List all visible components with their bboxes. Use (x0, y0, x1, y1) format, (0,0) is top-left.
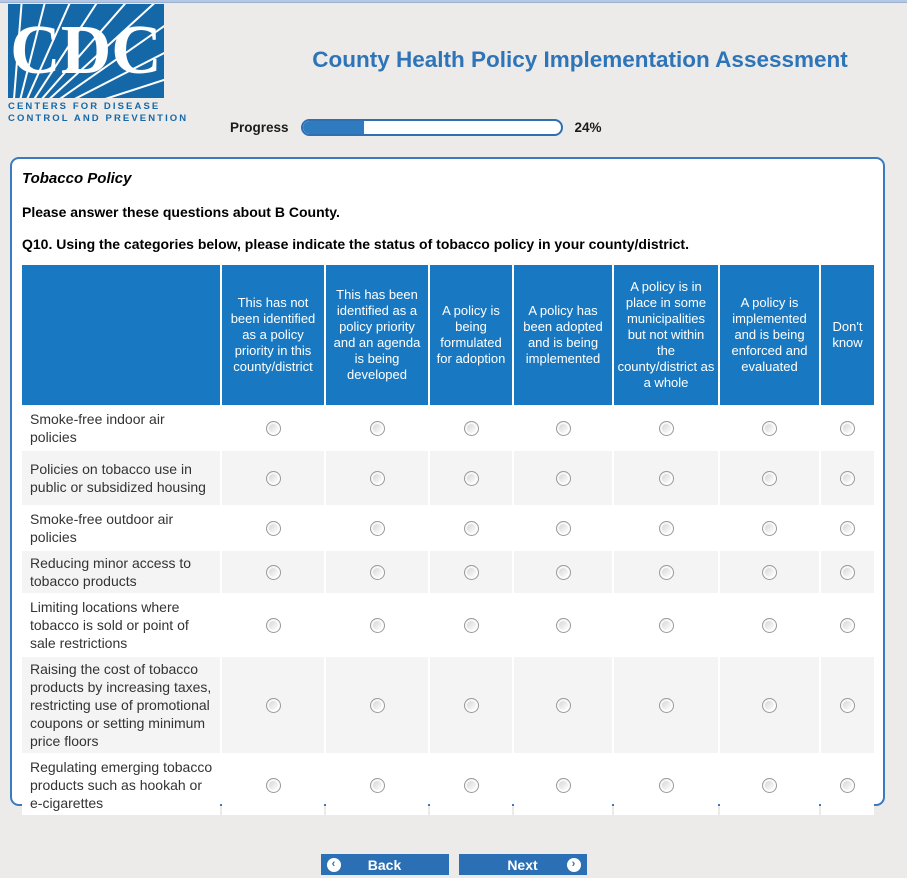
radio-option[interactable] (369, 565, 385, 581)
row-label: Reducing minor access to tobacco product… (22, 551, 220, 593)
radio-option[interactable] (265, 471, 281, 487)
progress-bar (300, 119, 563, 136)
radio-option[interactable] (762, 698, 777, 714)
question-body: Using the categories below, please indic… (52, 236, 689, 252)
page-title: County Health Policy Implementation Asse… (312, 47, 848, 72)
radio-option[interactable] (840, 421, 855, 437)
radio-option[interactable] (265, 698, 281, 714)
instruction-text: Please answer these questions about B Co… (22, 204, 340, 220)
radio-option[interactable] (762, 778, 777, 794)
radio-option[interactable] (658, 778, 674, 794)
radio-option[interactable] (463, 698, 479, 714)
radio-option[interactable] (762, 421, 777, 437)
radio-option[interactable] (369, 618, 385, 634)
radio-option[interactable] (555, 778, 571, 794)
column-header: This has been identified as a policy pri… (326, 265, 428, 405)
table-row: Raising the cost of tobacco products by … (22, 657, 874, 753)
policy-status-matrix: This has not been identified as a policy… (20, 263, 876, 817)
chevron-right-icon: › (566, 857, 581, 872)
radio-option[interactable] (658, 521, 674, 537)
radio-option[interactable] (463, 618, 479, 634)
progress-percent: 24% (574, 120, 602, 135)
row-label: Raising the cost of tobacco products by … (22, 657, 220, 753)
radio-option[interactable] (369, 698, 385, 714)
radio-option[interactable] (463, 421, 479, 437)
radio-option[interactable] (555, 521, 571, 537)
radio-option[interactable] (658, 698, 674, 714)
radio-option[interactable] (369, 521, 385, 537)
row-label: Regulating emerging tobacco products suc… (22, 755, 220, 815)
radio-option[interactable] (840, 471, 855, 487)
table-row: Policies on tobacco use in public or sub… (22, 451, 874, 505)
column-header: A policy is being formulated for adoptio… (430, 265, 512, 405)
chevron-left-icon: ‹ (326, 857, 341, 872)
back-button-label: Back (367, 856, 402, 873)
column-header: Don't know (821, 265, 874, 405)
column-header: A policy is in place in some municipalit… (614, 265, 718, 405)
radio-option[interactable] (762, 565, 777, 581)
progress-fill (302, 121, 365, 134)
logo-line2: CONTROL AND PREVENTION (8, 113, 189, 124)
radio-option[interactable] (463, 521, 479, 537)
matrix-corner-cell (22, 265, 220, 405)
cdc-logo: CDC CENTERS FOR DISEASE CONTROL AND PREV… (8, 4, 189, 125)
table-row: Smoke-free outdoor air policies (22, 507, 874, 549)
radio-option[interactable] (840, 618, 855, 634)
radio-option[interactable] (555, 698, 571, 714)
next-button-label: Next (507, 856, 538, 873)
radio-option[interactable] (369, 421, 385, 437)
back-button[interactable]: ‹ Back (320, 854, 449, 875)
radio-option[interactable] (555, 618, 571, 634)
cdc-logo-icon: CDC (8, 4, 164, 98)
cdc-logo-acronym: CDC (10, 12, 162, 89)
radio-option[interactable] (658, 471, 674, 487)
radio-option[interactable] (840, 698, 855, 714)
radio-option[interactable] (555, 421, 571, 437)
question-text: Q10. Using the categories below, please … (22, 236, 875, 252)
logo-line1: CENTERS FOR DISEASE (8, 101, 161, 112)
question-number: Q10. (22, 236, 53, 252)
radio-option[interactable] (265, 618, 281, 634)
table-row: Smoke-free indoor air policies (22, 407, 874, 449)
matrix-header-row: This has not been identified as a policy… (22, 265, 874, 405)
radio-option[interactable] (840, 778, 855, 794)
radio-option[interactable] (555, 565, 571, 581)
column-header: This has not been identified as a policy… (222, 265, 324, 405)
radio-option[interactable] (840, 565, 855, 581)
progress-label: Progress (230, 120, 289, 135)
radio-option[interactable] (762, 618, 777, 634)
table-row: Reducing minor access to tobacco product… (22, 551, 874, 593)
radio-option[interactable] (369, 471, 385, 487)
survey-panel: Tobacco Policy Please answer these quest… (10, 157, 885, 815)
radio-option[interactable] (463, 565, 479, 581)
row-label: Limiting locations where tobacco is sold… (22, 595, 220, 655)
column-header: A policy is implemented and is being enf… (720, 265, 819, 405)
radio-option[interactable] (658, 618, 674, 634)
radio-option[interactable] (762, 521, 777, 537)
section-heading: Tobacco Policy (22, 170, 132, 187)
radio-option[interactable] (463, 778, 479, 794)
column-header: A policy has been adopted and is being i… (514, 265, 612, 405)
radio-option[interactable] (369, 778, 385, 794)
radio-option[interactable] (265, 778, 281, 794)
footer-nav: ‹ Back Next › (0, 854, 907, 875)
radio-option[interactable] (762, 471, 777, 487)
row-label: Smoke-free outdoor air policies (22, 507, 220, 549)
row-label: Smoke-free indoor air policies (22, 407, 220, 449)
radio-option[interactable] (658, 421, 674, 437)
radio-option[interactable] (265, 421, 281, 437)
table-row: Regulating emerging tobacco products suc… (22, 755, 874, 815)
top-accent-bar (0, 0, 907, 3)
radio-option[interactable] (265, 565, 281, 581)
radio-option[interactable] (463, 471, 479, 487)
radio-option[interactable] (658, 565, 674, 581)
radio-option[interactable] (555, 471, 571, 487)
next-button[interactable]: Next › (458, 854, 587, 875)
progress-section: Progress 24% (230, 119, 602, 136)
radio-option[interactable] (840, 521, 855, 537)
table-row: Limiting locations where tobacco is sold… (22, 595, 874, 655)
radio-option[interactable] (265, 521, 281, 537)
row-label: Policies on tobacco use in public or sub… (22, 451, 220, 505)
